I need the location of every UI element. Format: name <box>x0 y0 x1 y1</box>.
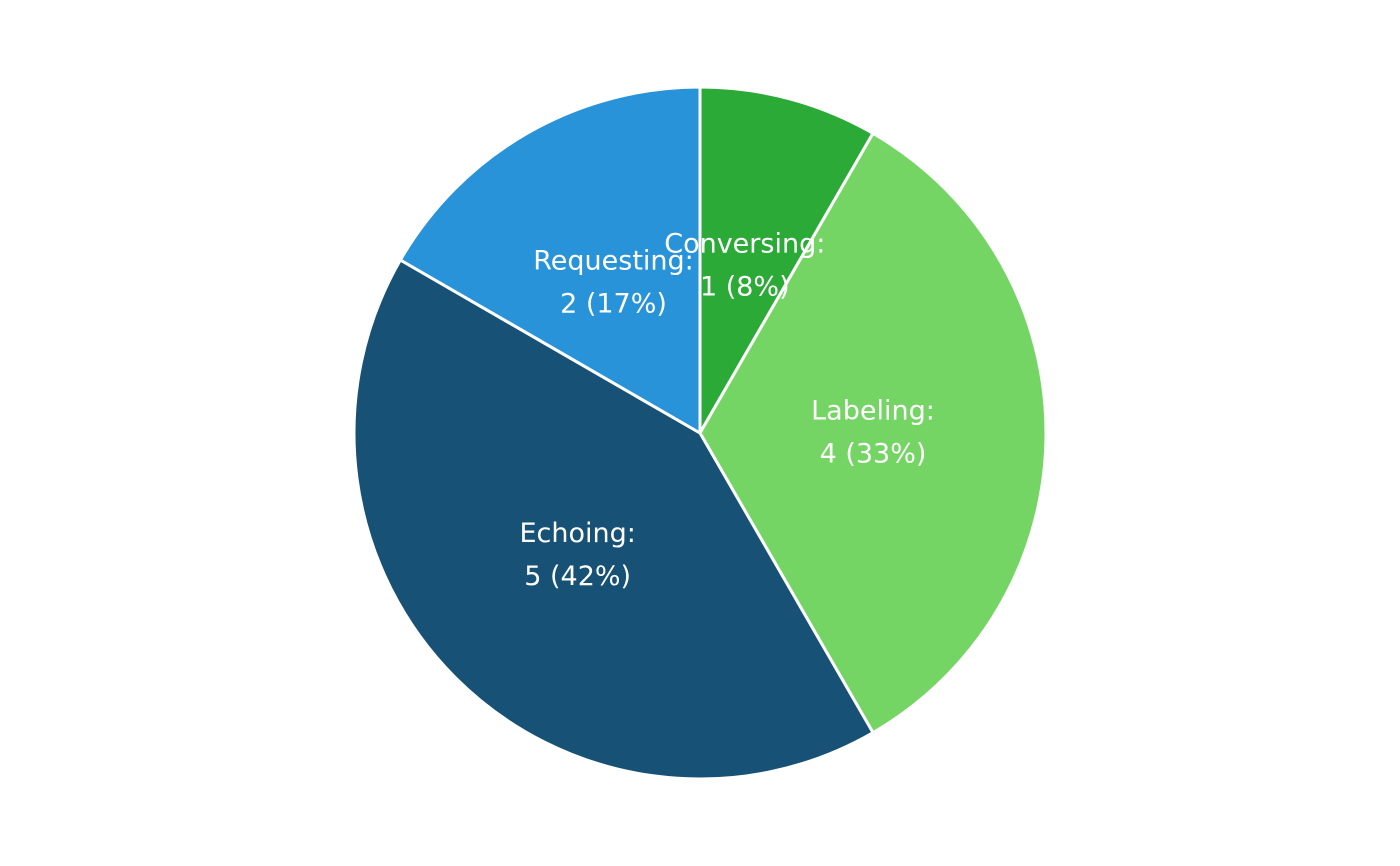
pie-slice <box>398 85 702 436</box>
slice-value-label: 1 (8%) <box>700 271 790 302</box>
slice-value-label: 4 (33%) <box>820 439 927 470</box>
slice-label: Labeling: <box>811 396 935 427</box>
pie-slice <box>698 131 1048 735</box>
slice-value-label: 2 (17%) <box>560 289 667 320</box>
slice-value-label: 5 (42%) <box>524 561 631 592</box>
pie-slice <box>352 257 876 781</box>
slice-label: Echoing: <box>519 518 635 549</box>
slice-label: Requesting: <box>533 246 694 277</box>
slice-label: Conversing: <box>664 228 825 259</box>
pie-slice <box>698 85 876 439</box>
